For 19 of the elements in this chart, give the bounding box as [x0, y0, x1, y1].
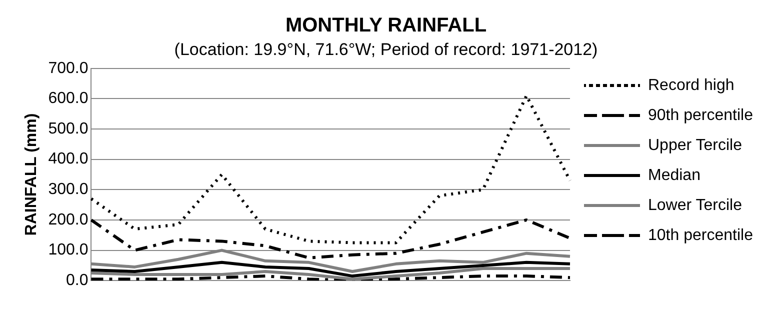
y-tick-label: 700.0	[48, 60, 88, 77]
y-tick-label: 300.0	[48, 181, 88, 198]
legend-label: 90th percentile	[648, 106, 754, 124]
legend-label: Upper Tercile	[648, 136, 742, 154]
line-series	[90, 218, 572, 260]
y-axis-title: RAINFALL (mm)	[23, 113, 40, 236]
line-series	[90, 94, 572, 244]
y-tick-label: 400.0	[48, 150, 88, 168]
y-tick-label: 500.0	[48, 120, 88, 138]
chart-subtitle: (Location: 19.9°N, 71.6°W; Period of record: 1971-2012)	[174, 40, 598, 59]
y-tick-label: 600.0	[48, 90, 88, 108]
chart-title: MONTHLY RAINFALL	[285, 14, 487, 37]
y-tick-label: 0.0	[66, 272, 88, 290]
y-tick-label: 100.0	[48, 242, 88, 259]
legend-label: Median	[648, 166, 700, 184]
y-tick-label: 200.0	[48, 211, 88, 228]
legend-label: Record high	[648, 76, 734, 94]
legend-label: 10th percentile	[648, 226, 754, 244]
legend-label: Lower Tercile	[648, 196, 742, 214]
